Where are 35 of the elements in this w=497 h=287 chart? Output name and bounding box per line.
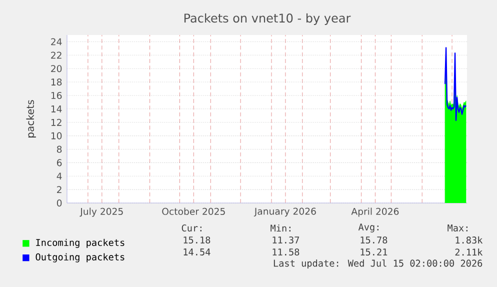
text: 14.54: [184, 248, 210, 256]
text: 15.21: [360, 248, 388, 256]
y-tick-label: 16: [51, 92, 62, 100]
chart-title: Packets on vnet10 - by year: [184, 13, 351, 25]
text: Cur:: [182, 224, 202, 232]
y-tick-label: 12: [51, 118, 62, 126]
legend-label: Outgoing packets: [36, 253, 124, 262]
legend-label: Incoming packets: [36, 238, 124, 248]
y-tick-label: 8: [56, 146, 62, 153]
y-axis-title: packets: [26, 100, 36, 138]
x-tick-label: January 2026: [254, 208, 316, 217]
text: 1.83k: [456, 236, 483, 244]
y-tick-label: 22: [51, 52, 62, 59]
x-tick-label: October 2025: [162, 208, 225, 215]
x-tick-label: April 2026: [351, 208, 399, 217]
y-tick-label: 24: [51, 38, 62, 46]
y-tick-label: 6: [57, 159, 62, 166]
text: Max:: [448, 224, 468, 232]
y-tick-label: 0: [56, 199, 62, 207]
text: Avg:: [358, 224, 378, 232]
text: 2.11k: [455, 248, 483, 256]
text: 11.58: [272, 248, 300, 256]
y-tick-label: 2: [57, 186, 62, 194]
text: 15.78: [360, 236, 388, 244]
y-tick-label: 10: [51, 132, 62, 140]
text: 15.18: [184, 236, 210, 244]
y-tick-label: 14: [51, 106, 62, 112]
text: Min:: [270, 224, 290, 232]
y-tick-label: 4: [56, 172, 62, 180]
y-tick-label: 20: [51, 65, 62, 72]
text: Last update: Wed Jul 15 02:00:00 2026: [274, 259, 482, 269]
line-series: [444, 47, 467, 121]
x-tick-label: July 2025: [80, 208, 123, 217]
y-tick-label: 18: [51, 78, 62, 86]
text: 11.37: [272, 236, 300, 244]
